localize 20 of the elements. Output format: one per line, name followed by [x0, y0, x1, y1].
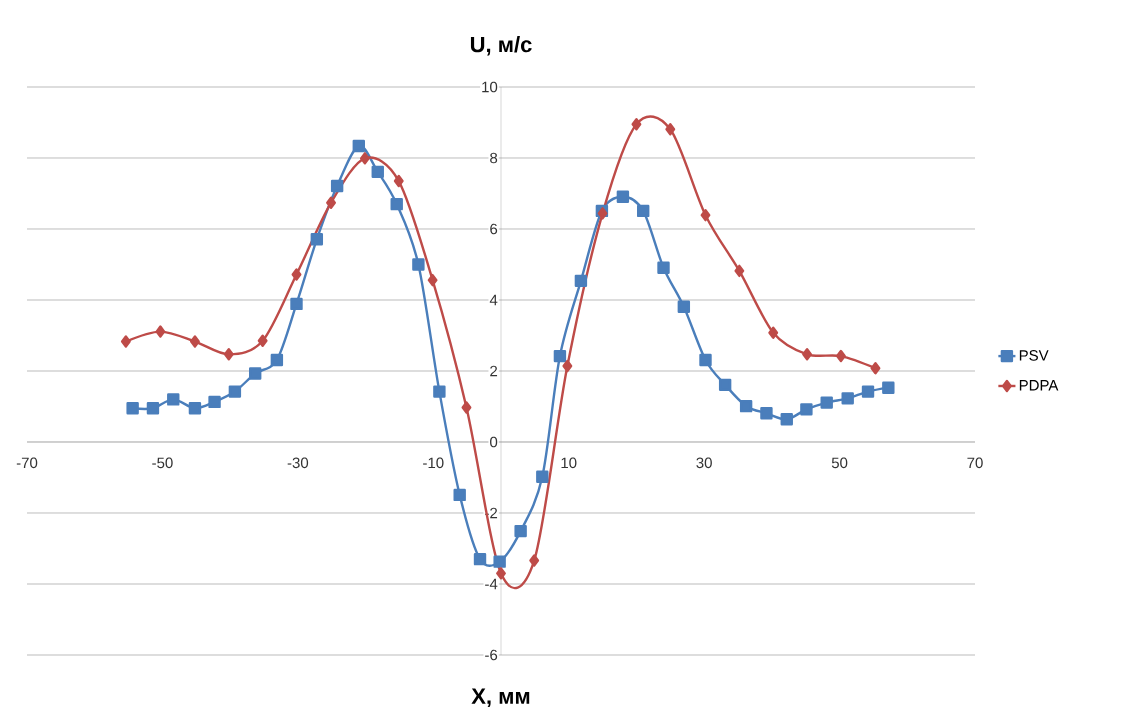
- legend-label: PDPA: [1019, 380, 1059, 391]
- y-tick-label: 2: [490, 365, 498, 377]
- x-tick-label: 10: [561, 457, 577, 469]
- y-tick-label: 10: [482, 81, 498, 93]
- x-tick-label: -70: [16, 457, 38, 469]
- y-tick-label: -4: [485, 578, 498, 590]
- y-tick-label: 0: [490, 436, 498, 448]
- x-axis-title: X, мм: [471, 688, 530, 708]
- legend-label: PSV: [1019, 350, 1049, 361]
- x-tick-label: -10: [423, 457, 444, 469]
- x-tick-label: 50: [831, 457, 848, 469]
- y-tick-label: 4: [489, 294, 498, 306]
- chart-title: U, м/с: [470, 36, 532, 56]
- x-tick-label: -30: [287, 457, 309, 469]
- x-tick-label: 70: [967, 457, 983, 469]
- x-tick-label: -50: [152, 457, 173, 469]
- y-tick-label: -6: [485, 649, 498, 661]
- y-tick-label: 8: [490, 152, 498, 164]
- x-tick-label: 30: [696, 457, 712, 469]
- y-tick-label: 6: [490, 223, 498, 235]
